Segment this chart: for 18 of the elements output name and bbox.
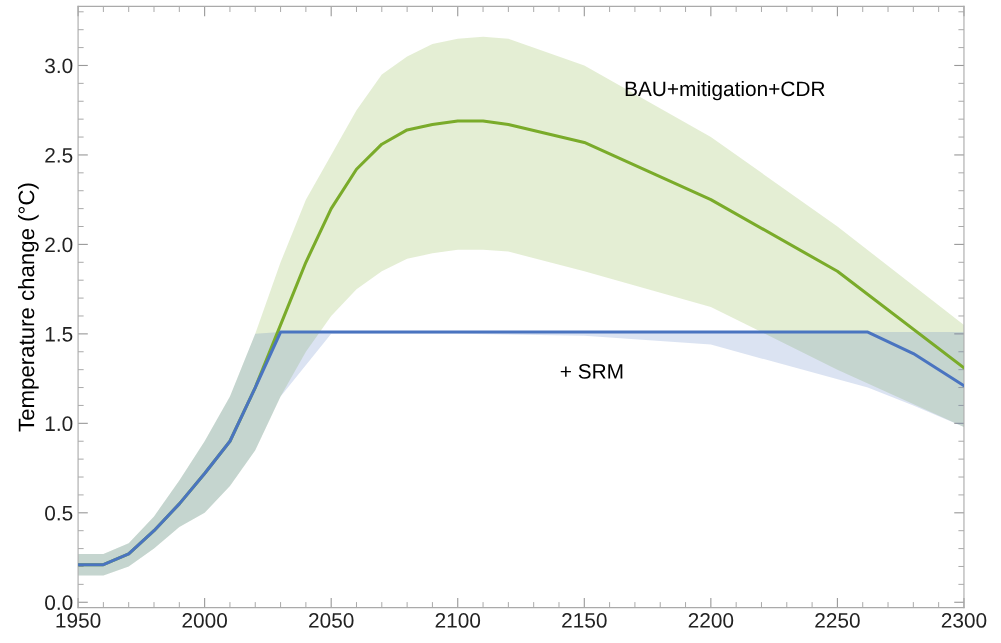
x-tick-label: 2200	[688, 613, 734, 628]
text: BAU+mitigation+CDR	[625, 80, 825, 101]
x-tick-label: 2300	[941, 613, 987, 628]
x-tick-label: 2000	[182, 613, 227, 628]
x-tick-label: 2150	[562, 613, 607, 628]
y-axis-title: Temperature change (°C)	[17, 183, 39, 432]
y-tick-label: 2.0	[45, 237, 73, 253]
y-tick-label: 2.5	[45, 147, 73, 163]
x-tick-label: 1950	[56, 613, 101, 628]
x-tick-label: 2050	[309, 613, 354, 628]
y-tick-label: 3.0	[45, 58, 73, 74]
series-label: + SRM	[560, 364, 623, 379]
y-tick-label: 0.0	[45, 595, 73, 611]
x-tick-label: 2100	[435, 613, 481, 628]
x-tick-label: 2250	[815, 613, 860, 628]
y-tick-label: 0.5	[45, 505, 73, 521]
y-tick-label: 1.5	[45, 327, 73, 342]
y-tick-label: 1.0	[45, 416, 73, 432]
